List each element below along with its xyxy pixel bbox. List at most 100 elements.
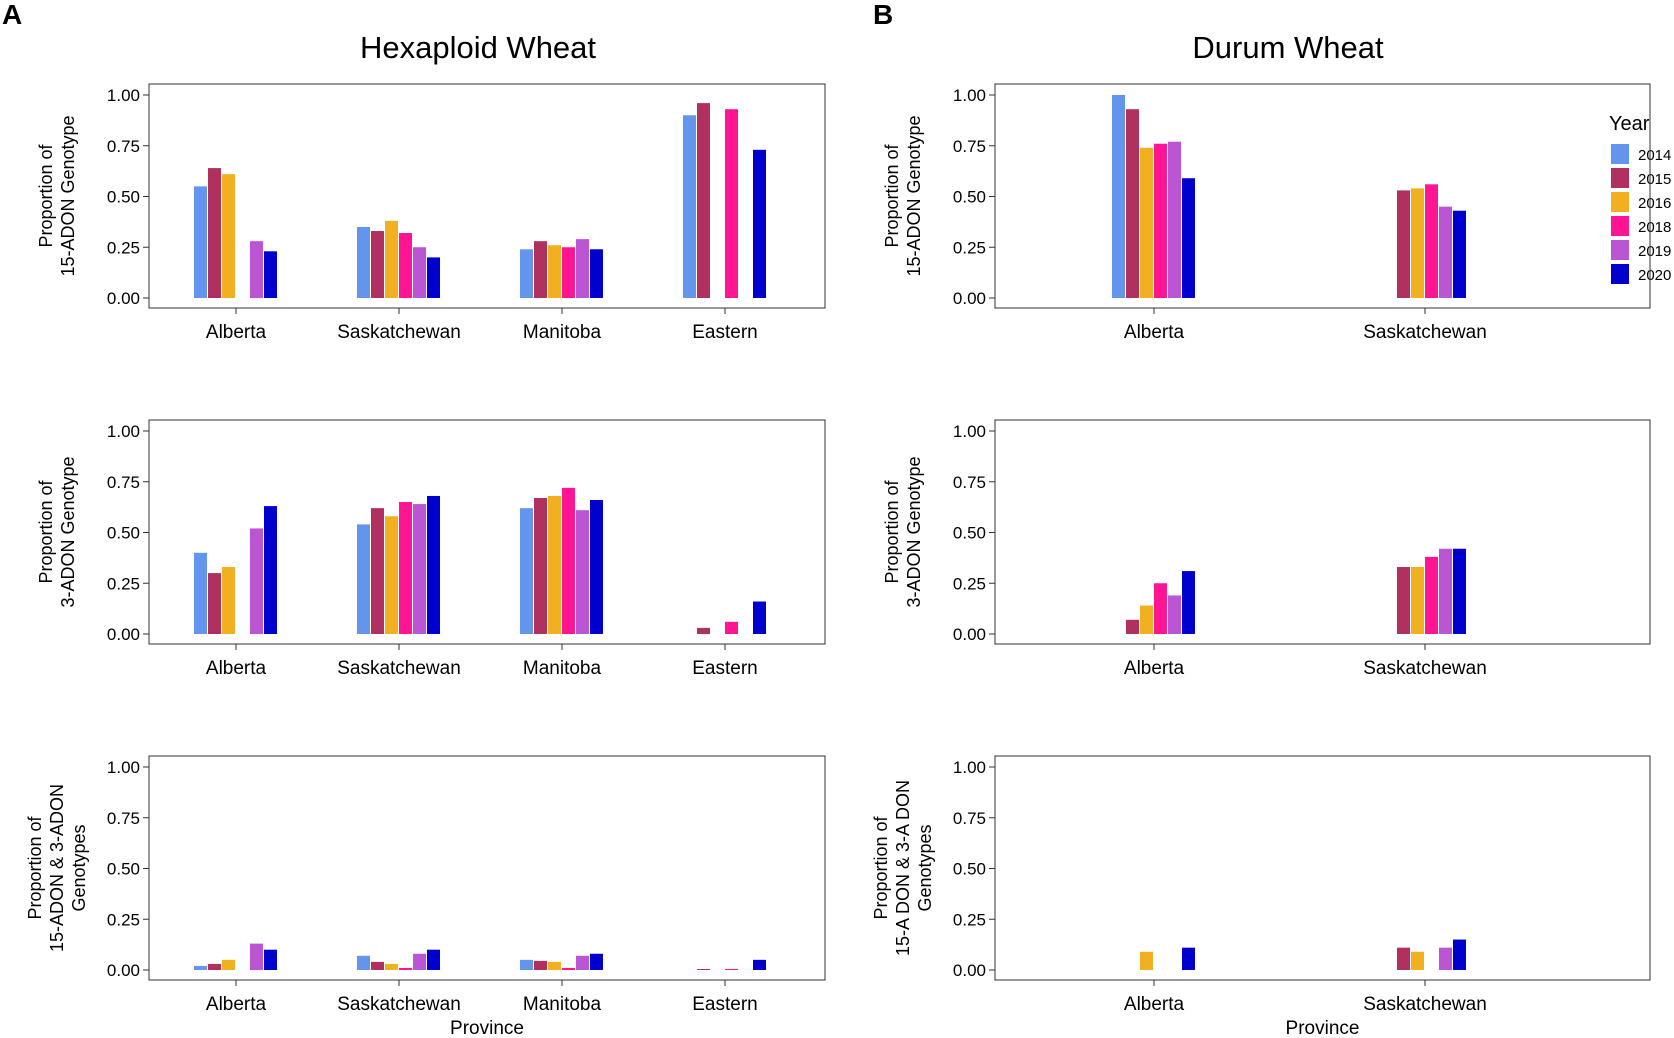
y-tick-label: 0.00 [953,961,986,980]
bar-manitoba-2014 [520,508,533,634]
bar-alberta-2015 [208,963,221,970]
legend-swatch-2015 [1611,168,1629,188]
x-category-label: Alberta [206,658,267,679]
y-tick-label: 0.00 [107,289,140,308]
bar-eastern-2015 [697,103,710,299]
y-tick-label: 1.00 [107,86,140,105]
bar-alberta-2020 [264,949,277,970]
bar-alberta-2014 [194,552,207,634]
y-axis-label-line: 3-ADON Genotype [58,456,78,607]
y-axis-label: Proportion of 3-ADON Genotype [882,456,924,607]
bar-manitoba-2019 [576,955,589,970]
bar-alberta-2019 [1168,595,1181,634]
bar-alberta-2020 [1182,178,1195,298]
bar-saskatchewan-2019 [413,247,426,298]
bar-saskatchewan-2019 [1439,206,1452,298]
bar-alberta-2019 [250,528,263,634]
y-axis-label-line: 3-ADON Genotype [904,456,924,607]
x-axis-label: Province [1286,1018,1360,1038]
bar-saskatchewan-2014 [357,955,370,970]
column-title-hexaploid: Hexaploid Wheat [360,30,596,65]
bar-alberta-2016 [222,174,235,298]
bar-manitoba-2015 [534,960,547,970]
legend-swatch-2016 [1611,192,1629,212]
bar-alberta-2015 [1126,619,1139,634]
bar-saskatchewan-2018 [1425,556,1438,634]
y-axis-label-line: 15-ADON Genotype [904,115,924,276]
bar-eastern-2018 [725,621,738,634]
y-axis-label-line: 15-ADON & 3-ADON [47,784,67,952]
bar-saskatchewan-2020 [427,257,440,298]
x-category-label: Alberta [206,322,267,343]
legend-swatch-2018 [1611,216,1629,236]
bar-saskatchewan-2015 [371,961,384,970]
y-axis-label-line: Proportion of [36,143,56,247]
bar-alberta-2020 [264,251,277,298]
bar-alberta-2019 [1168,141,1181,298]
y-axis-label-line: Proportion of [25,815,45,919]
bar-saskatchewan-2018 [399,502,412,634]
bar-manitoba-2018 [562,487,575,634]
plot-frame [994,419,1651,645]
bar-alberta-2018 [1154,143,1167,298]
bar-alberta-2014 [194,965,207,970]
x-category-label: Eastern [692,658,757,679]
legend: Year 2014 2015 2016 2018 2019 2020 [1609,113,1671,284]
x-category-label: Saskatchewan [337,322,461,343]
bar-saskatchewan-2018 [399,233,412,298]
bar-manitoba-2019 [576,510,589,634]
bar-eastern-2014 [683,115,696,298]
bar-saskatchewan-2015 [371,508,384,634]
bar-alberta-2018 [1154,583,1167,634]
bar-manitoba-2020 [590,249,603,298]
x-category-label: Manitoba [523,658,602,679]
bar-eastern-2020 [753,149,766,298]
y-tick-label: 0.75 [107,473,140,492]
bar-eastern-2020 [753,601,766,634]
y-tick-label: 0.25 [953,574,986,593]
y-tick-label: 0.50 [107,188,140,207]
y-axis-label-line: Proportion of [871,815,891,919]
bar-saskatchewan-2016 [385,963,398,970]
y-tick-label: 0.00 [953,289,986,308]
bar-saskatchewan-2014 [357,524,370,634]
panel-label-a: A [2,0,22,30]
y-tick-label: 0.25 [953,910,986,929]
bar-manitoba-2015 [534,241,547,298]
bar-alberta-2014 [1112,95,1125,298]
legend-label-2020: 2020 [1638,267,1671,284]
legend-label-2015: 2015 [1638,171,1671,188]
bar-manitoba-2020 [590,500,603,634]
bar-saskatchewan-2020 [427,949,440,970]
y-axis-label: Proportion of 15-ADON Genotype [882,115,924,276]
legend-label-2019: 2019 [1638,243,1671,260]
bar-saskatchewan-2020 [1453,548,1466,634]
bar-saskatchewan-2016 [385,516,398,634]
bar-manitoba-2016 [548,245,561,298]
y-tick-label: 1.00 [107,758,140,777]
y-axis-label-line: Proportion of [882,143,902,247]
x-category-label: Saskatchewan [337,994,461,1015]
bar-alberta-2019 [250,943,263,970]
y-axis-label: Proportion of 15-A DON & 3-A DON Genotypes [871,780,935,956]
bar-saskatchewan-2016 [1411,567,1424,634]
bar-saskatchewan-2014 [357,226,370,298]
y-tick-label: 0.75 [107,809,140,828]
y-axis-label-line: Proportion of [882,479,902,583]
y-tick-label: 0.75 [953,473,986,492]
bar-saskatchewan-2019 [413,953,426,970]
bar-manitoba-2018 [562,967,575,970]
bar-saskatchewan-2019 [1439,947,1452,970]
bar-alberta-2015 [208,168,221,298]
y-tick-label: 0.75 [953,809,986,828]
y-axis-label: Proportion of 15-ADON Genotype [36,115,78,276]
legend-swatch-2020 [1611,264,1629,284]
x-category-label: Alberta [1124,994,1185,1015]
bar-saskatchewan-2020 [1453,939,1466,970]
legend-label-2018: 2018 [1638,219,1671,236]
y-tick-label: 0.00 [107,625,140,644]
bar-manitoba-2016 [548,495,561,634]
bar-eastern-2018 [725,109,738,299]
bar-saskatchewan-2015 [1397,567,1410,634]
x-category-label: Manitoba [523,322,602,343]
